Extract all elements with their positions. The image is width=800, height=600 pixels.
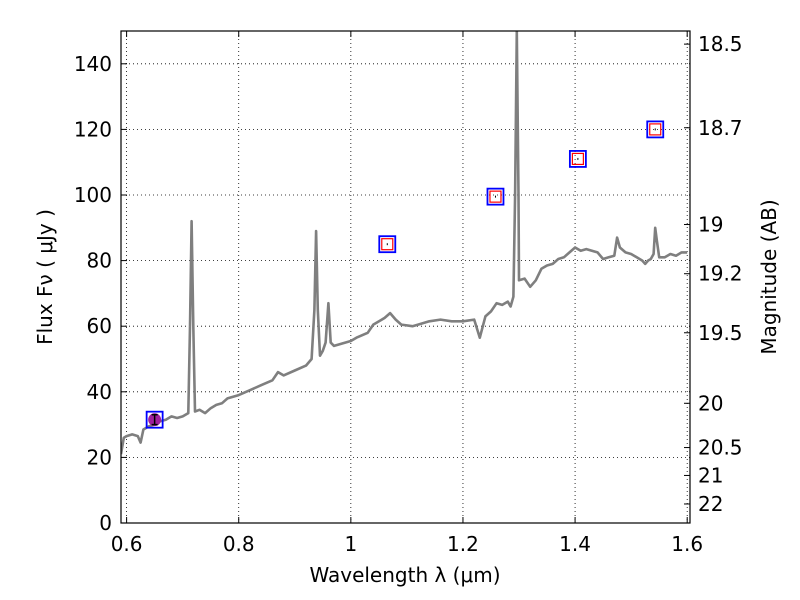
- observed-flux-square: [568, 150, 587, 168]
- y-tick-label: 0: [99, 511, 112, 535]
- model-flux-square: [381, 238, 394, 251]
- right-tick-label: 22: [698, 492, 723, 516]
- observed-flux-square: [646, 120, 665, 139]
- observed-flux-square: [145, 410, 164, 429]
- y-tick-label: 20: [87, 445, 112, 469]
- x-tick-label: 1.4: [559, 532, 591, 556]
- y-tick-label: 120: [74, 117, 112, 141]
- model-flux-square: [571, 152, 584, 166]
- photometry-layer: [145, 120, 665, 429]
- spectrum-line: [121, 31, 688, 455]
- photometry-point: [378, 235, 397, 254]
- x-tick-label: 1: [344, 532, 357, 556]
- x-tick-label: 1.6: [671, 532, 703, 556]
- x-tick-label: 1.2: [447, 532, 479, 556]
- right-tick-label: 18.5: [698, 32, 743, 56]
- right-tick-label: 18.7: [698, 116, 743, 140]
- observed-flux-square: [378, 235, 397, 254]
- y-tick-label: 100: [74, 183, 112, 207]
- plot-frame: [120, 30, 691, 524]
- y-tick-label: 80: [87, 249, 112, 273]
- right-axis-label: Magnitude (AB): [757, 199, 781, 354]
- observed-flux-square: [486, 187, 505, 206]
- x-tick-label: 0.6: [111, 532, 143, 556]
- photometry-point: [145, 410, 164, 429]
- right-tick-label: 19: [698, 213, 723, 237]
- photometry-point: [646, 120, 665, 139]
- x-tick-label: 0.8: [223, 532, 255, 556]
- right-tick-label: 21: [698, 463, 723, 487]
- x-axis-label: Wavelength λ (μm): [309, 563, 500, 587]
- right-tick-label: 20.5: [698, 436, 743, 460]
- y-axis-label: Flux Fν ( μJy ): [33, 209, 57, 345]
- right-tick-label: 19.5: [698, 321, 743, 345]
- y-tick-label: 40: [87, 380, 112, 404]
- tick-labels: 0.6 0.8 1 1.2 1.4 1.6 0 20 40 60 80 100 120 140 18.5 18…: [74, 32, 743, 556]
- axis-ticks: [121, 31, 690, 524]
- series-layer: [121, 31, 688, 455]
- model-flux-square: [489, 190, 502, 203]
- right-tick-label: 20: [698, 391, 723, 415]
- photometry-point: [568, 150, 587, 168]
- y-tick-label: 140: [74, 52, 112, 76]
- model-flux-square: [649, 123, 662, 136]
- photometry-point: [486, 187, 505, 206]
- y-tick-label: 60: [87, 314, 112, 338]
- right-tick-label: 19.2: [698, 262, 743, 286]
- grid-lines: [121, 31, 690, 523]
